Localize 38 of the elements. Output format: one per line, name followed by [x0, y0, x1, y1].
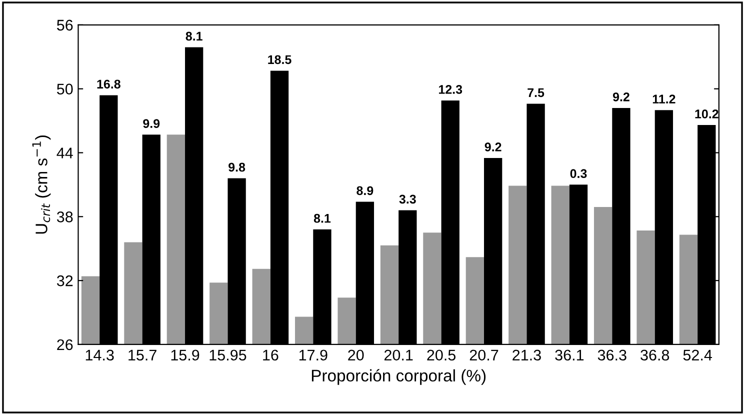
x-axis-title: Proporción corporal (%) — [312, 369, 486, 385]
y-tick-label: 32 — [56, 275, 73, 286]
y-tick-label: 56 — [56, 20, 73, 31]
annotation: 12.3 — [438, 85, 462, 94]
y-tick-label: 26 — [57, 339, 73, 350]
x-tick-label: 21.3 — [512, 350, 541, 361]
annotation: 16.8 — [97, 80, 120, 89]
x-tick-label: 20.7 — [470, 350, 498, 361]
x-tick-label: 16 — [263, 350, 278, 361]
annotation: 0.3 — [570, 169, 587, 178]
annotation: 8.1 — [186, 32, 202, 41]
x-tick-label: 36.3 — [598, 350, 626, 361]
x-tick-label: 20.5 — [427, 350, 456, 361]
annotation: 8.1 — [314, 214, 331, 223]
x-tick-label: 36.8 — [640, 350, 670, 361]
x-tick-label: 15.7 — [128, 350, 156, 361]
x-tick-label: 20.1 — [384, 350, 413, 361]
x-tick-label: 20 — [348, 350, 364, 361]
x-tick-label: 15.95 — [210, 350, 246, 361]
annotation: 11.2 — [652, 94, 676, 104]
annotation: 9.9 — [143, 119, 160, 128]
x-tick-label: 36.1 — [555, 350, 584, 361]
y-axis-title: U$_{crit}$ (cm s$^{−1}$) — [32, 136, 51, 234]
x-tick-label: 52.4 — [683, 350, 712, 361]
x-tick-label: 15.9 — [171, 350, 200, 361]
annotation: 9.2 — [612, 92, 630, 102]
annotation: 7.5 — [528, 88, 544, 98]
y-tick-label: 50 — [56, 84, 73, 94]
annotation: 9.2 — [484, 142, 502, 152]
annotation: 3.3 — [399, 194, 416, 204]
annotation: 10.2 — [695, 110, 718, 118]
x-tick-label: 17.9 — [299, 350, 328, 361]
x-tick-label: 14.3 — [86, 350, 114, 361]
y-tick-label: 44 — [56, 148, 73, 158]
annotation: 8.9 — [356, 186, 374, 196]
y-tick-label: 38 — [56, 212, 73, 222]
annotation: 9.8 — [228, 162, 246, 172]
annotation: 18.5 — [268, 55, 292, 64]
